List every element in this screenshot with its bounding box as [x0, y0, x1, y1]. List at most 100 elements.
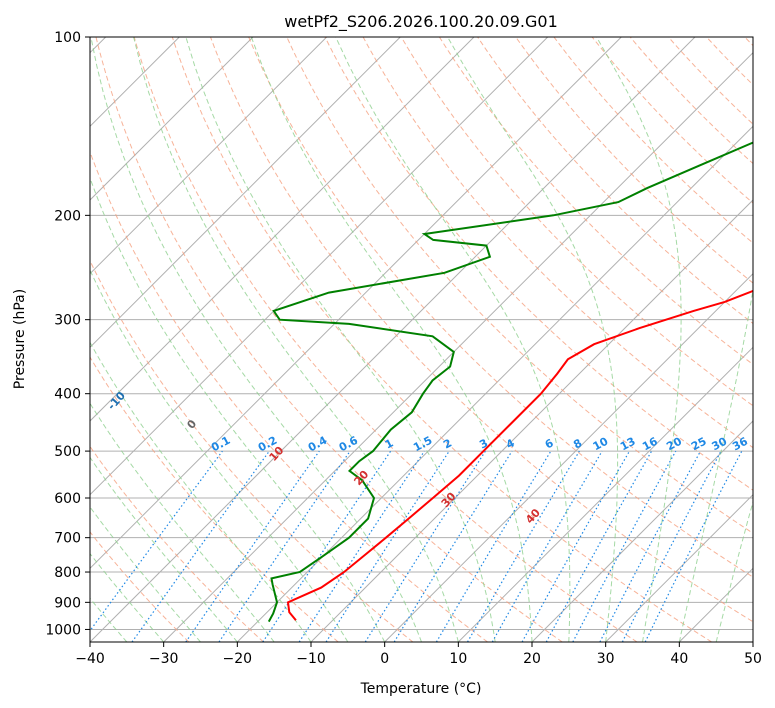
isotherm-line: [90, 37, 475, 422]
y-tick-label: 700: [54, 531, 81, 547]
moist-adiabat-line: [90, 269, 349, 642]
moist-adiabat-line: [185, 37, 496, 642]
mixing-ratio-label: 20: [664, 434, 684, 453]
dry-adiabat-line: [591, 37, 753, 204]
mixing-ratio-line: [393, 450, 513, 642]
isotherm-line: [90, 37, 401, 349]
mixing-ratio-label: 16: [640, 435, 660, 454]
y-axis-label: Pressure (hPa): [12, 289, 28, 389]
mixing-ratio-line: [131, 450, 270, 642]
x-tick-label: 40: [670, 651, 688, 667]
dry-adiabat-line: [95, 37, 563, 642]
x-tick-label: −30: [149, 651, 179, 667]
y-tick-label: 900: [54, 595, 81, 611]
mixing-ratio-label: 13: [618, 435, 638, 454]
isotherm-line: [531, 420, 753, 642]
isotherm-line: [678, 567, 753, 642]
isotherm-line: [310, 199, 753, 642]
y-tick-label: 800: [54, 565, 81, 581]
moist-adiabat-line: [715, 499, 753, 642]
moist-adiabat-line: [596, 37, 682, 642]
dry-adiabat-line: [477, 37, 753, 325]
dry-adiabat-line: [324, 37, 753, 491]
mixing-ratio-label: 30: [710, 435, 730, 454]
moist-adiabat-line: [133, 37, 459, 642]
dry-adiabat-line: [90, 259, 414, 642]
moist-adiabat-line: [335, 37, 571, 642]
x-tick-label: −10: [296, 651, 326, 667]
isotherm-gridlines: [90, 37, 753, 642]
dry-adiabat-line: [706, 37, 753, 86]
x-tick-label: −40: [75, 651, 105, 667]
moist-adiabat-line: [90, 456, 238, 642]
y-tick-label: 600: [54, 491, 81, 507]
dry-adiabat-line: [668, 37, 753, 125]
mixing-ratio-label: 4: [504, 436, 517, 451]
dry-adiabat-line: [286, 37, 753, 534]
x-tick-label: 50: [744, 651, 762, 667]
mixing-ratio-label: 25: [689, 435, 709, 454]
dry-adiabat-line: [210, 37, 753, 623]
dry-adiabat-label: 40: [523, 506, 543, 526]
isotherm-line: [457, 346, 753, 642]
dry-adiabat-line: [90, 531, 190, 642]
mixing-ratio-lines: [90, 450, 743, 642]
moist-adiabat-line: [90, 402, 275, 642]
moist-adiabat-line: [678, 287, 753, 642]
x-tick-label: −20: [223, 651, 253, 667]
y-axis: 100 200 300 400 500 600 700 800 900 1000: [45, 30, 90, 638]
isotherm-line: [90, 37, 549, 496]
mixing-ratio-line: [90, 450, 223, 632]
mixing-ratio-line: [298, 450, 425, 642]
mixing-ratio-line: [218, 450, 351, 642]
mixing-ratio-line: [621, 450, 722, 642]
dry-adiabat-label: 30: [439, 490, 459, 510]
x-tick-label: 30: [597, 651, 615, 667]
x-tick-label: 0: [380, 651, 389, 667]
moist-adiabat-line: [90, 506, 201, 642]
isotherm-line: [90, 37, 696, 642]
mixing-ratio-line: [545, 450, 653, 642]
isotherm-line: [384, 272, 753, 642]
x-axis: −40 −30 −20 −10 0 10 20 30 40 50: [75, 642, 762, 667]
isotherm-line: [605, 493, 753, 642]
y-tick-label: 100: [54, 30, 81, 46]
isotherm-line: [90, 37, 622, 570]
moist-adiabat-line: [90, 176, 386, 642]
dry-adiabat-line: [90, 150, 488, 642]
moist-adiabat-line: [250, 37, 533, 642]
mixing-ratio-line: [644, 450, 743, 642]
dry-adiabat-line: [400, 37, 753, 407]
plot-frame: [89, 36, 754, 643]
dry-adiabat-line: [133, 37, 638, 642]
mixing-ratio-label: 1: [383, 436, 396, 451]
isotherm-line: [163, 51, 753, 642]
chart-title: wetPf2_S206.2026.100.20.09.G01: [284, 12, 558, 32]
moist-adiabats: [90, 37, 753, 642]
plot-area: 0.10.20.40.611.52346810131620253036-100-…: [90, 37, 753, 642]
moist-adiabat-line: [90, 37, 422, 642]
sounding-series: [267, 141, 753, 623]
mixing-ratio-line: [262, 450, 392, 642]
mixing-ratio-label: 6: [543, 436, 556, 451]
mixing-ratio-label: 10: [591, 434, 611, 453]
adiabat-labels: 0.10.20.40.611.52346810131620253036-100-…: [105, 389, 750, 526]
dry-adiabat-line: [438, 37, 753, 365]
mixing-ratio-label: 36: [730, 435, 750, 454]
isotherm-line: [236, 125, 753, 642]
mixing-ratio-line: [572, 450, 677, 642]
y-tick-label: 1000: [45, 622, 81, 638]
dry-adiabat-line: [90, 356, 339, 642]
isotherm-line: [90, 37, 254, 201]
isotherm-line: [752, 641, 753, 642]
mixing-ratio-label: 2: [441, 436, 454, 451]
mixing-ratio-line: [466, 450, 580, 642]
y-tick-label: 200: [54, 208, 81, 224]
dry-adiabats: [90, 37, 753, 642]
mixing-ratio-line: [185, 450, 320, 642]
dry-adiabat-line: [171, 37, 712, 642]
dry-adiabat-line: [515, 37, 753, 284]
dry-adiabat-line: [744, 37, 753, 47]
mixing-ratio-line: [521, 450, 631, 642]
dry-adiabat-line: [90, 445, 264, 642]
